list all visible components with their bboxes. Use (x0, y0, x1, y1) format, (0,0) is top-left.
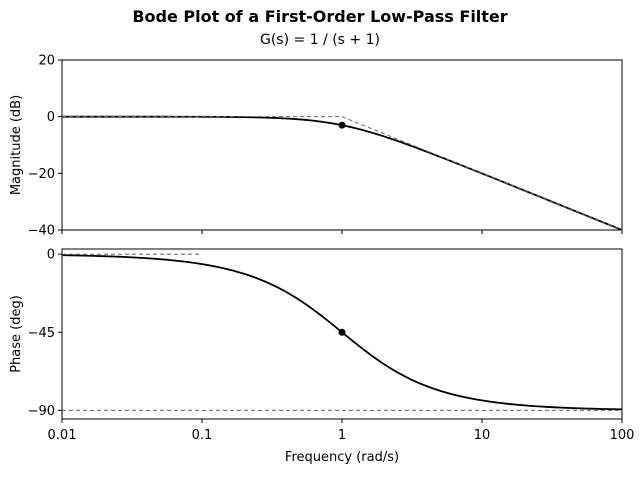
x-tick-label: 100 (610, 428, 635, 443)
x-axis-label: Frequency (rad/s) (285, 450, 399, 465)
y-tick-label: 0 (47, 110, 55, 125)
chart-title: Bode Plot of a First-Order Low-Pass Filt… (132, 7, 507, 26)
x-tick-label: 0.1 (192, 428, 213, 443)
magnitude-panel: 20 0 −20 −40 Magnitude (dB) (9, 54, 623, 239)
asymptote-line (62, 116, 623, 231)
x-tick-label: 0.01 (48, 428, 77, 443)
y-tick-label: −90 (28, 404, 55, 419)
y-tick-label: 0 (47, 248, 55, 263)
y-tick-label: −45 (28, 326, 55, 341)
chart-subtitle: G(s) = 1 / (s + 1) (260, 32, 380, 48)
phase-panel: 0 −45 −90 0.01 0.1 1 10 100 Phase (deg) Frequency… (9, 248, 634, 465)
corner-frequency-marker (338, 121, 346, 129)
magnitude-curve (62, 115, 623, 231)
x-tick-label: 1 (338, 428, 346, 443)
y-tick-label: −20 (28, 167, 55, 182)
x-tick-label: 10 (474, 428, 491, 443)
y-axis-label: Magnitude (dB) (9, 95, 24, 195)
y-tick-label: 20 (38, 54, 55, 69)
y-axis-label: Phase (deg) (9, 295, 24, 373)
corner-frequency-marker (338, 328, 346, 336)
y-tick-label: −40 (28, 224, 55, 239)
plot-frame (61, 59, 623, 231)
